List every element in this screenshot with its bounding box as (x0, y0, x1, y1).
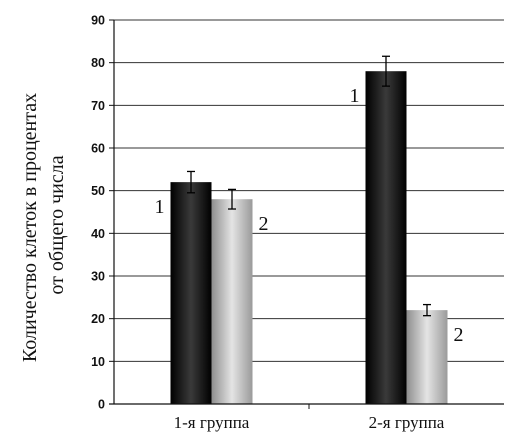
bar (211, 199, 253, 404)
x-category-label: 2-я группа (369, 413, 445, 432)
bar-label: 1 (155, 196, 165, 218)
x-category-label: 1-я группа (174, 413, 250, 432)
bar-label: 2 (454, 324, 464, 346)
bar-label: 1 (350, 85, 360, 107)
y-tick-label: 40 (91, 227, 105, 241)
bar (365, 71, 407, 404)
y-axis-label-line-1: Количество клеток в процентах (19, 93, 41, 362)
y-axis-label: Количество клеток в процентах от общего … (19, 88, 68, 362)
y-tick-label: 30 (91, 270, 105, 284)
y-tick-label: 10 (91, 355, 105, 369)
y-tick-label: 20 (91, 312, 105, 326)
y-tick-label: 90 (91, 14, 105, 28)
bar (406, 310, 448, 404)
y-tick-label: 0 (98, 398, 105, 412)
y-tick-label: 50 (91, 184, 105, 198)
y-tick-label: 70 (91, 99, 105, 113)
bar-label: 2 (259, 213, 269, 235)
y-axis-ticks: 0 10 20 30 40 50 60 70 80 90 (91, 14, 114, 412)
axes (109, 20, 504, 405)
bar (170, 182, 212, 404)
x-axis-categories: 1-я группа 2-я группа (174, 404, 445, 432)
y-tick-label: 80 (91, 56, 105, 70)
y-tick-label: 60 (91, 142, 105, 156)
bars: 1 2 1 2 (155, 55, 464, 404)
y-axis-label-line-2: от общего числа (46, 155, 68, 294)
